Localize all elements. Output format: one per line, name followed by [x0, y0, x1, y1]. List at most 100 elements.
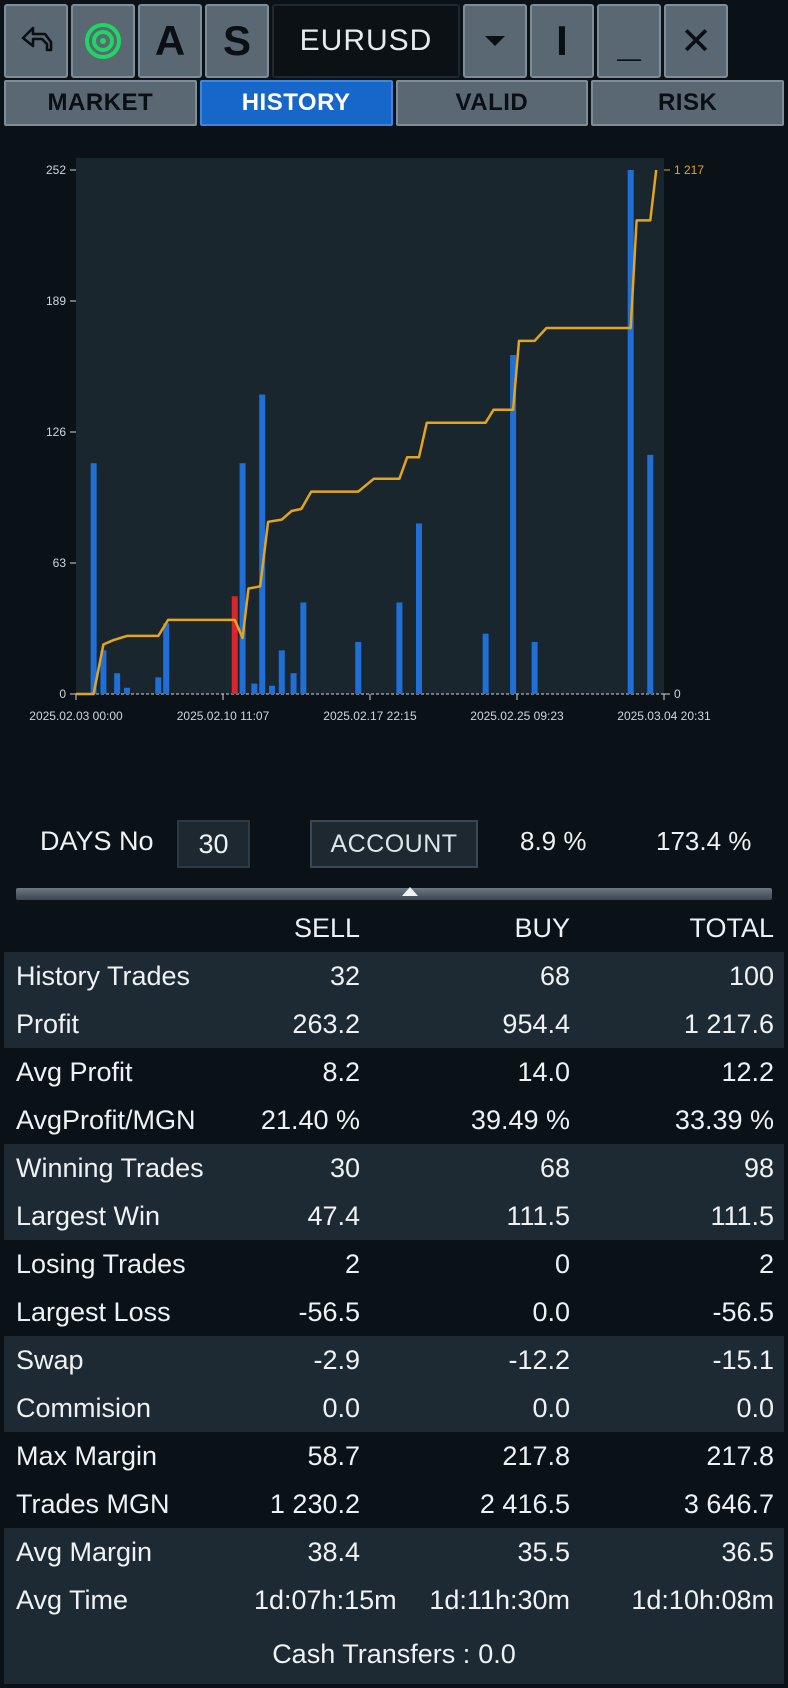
row-label: Largest Win: [16, 1200, 161, 1231]
back-arrow-icon: [21, 26, 53, 52]
row-sell: 1d:07h:15m: [254, 1584, 397, 1615]
plot-area: [76, 158, 664, 694]
a-button[interactable]: A: [138, 4, 202, 78]
row-label: Avg Margin: [16, 1536, 153, 1567]
row-sell: 21.40 %: [260, 1104, 360, 1135]
trade-bar: [531, 642, 538, 694]
row-total: -15.1: [712, 1344, 774, 1375]
percent-value-1: 8.9 %: [520, 826, 587, 856]
row-total: 100: [728, 960, 774, 991]
account-button[interactable]: ACCOUNT: [310, 820, 478, 868]
close-icon: ✕: [680, 20, 712, 63]
tab-history[interactable]: HISTORY: [199, 80, 393, 126]
trade-bar: [290, 673, 297, 694]
row-sell: 30: [329, 1152, 360, 1183]
table-row: Winning Trades 30 68 98: [4, 1144, 784, 1192]
table-row: Swap -2.9 -12.2 -15.1: [4, 1336, 784, 1384]
table-row: Commision 0.0 0.0 0.0: [4, 1384, 784, 1432]
table-row: Largest Loss -56.5 0.0 -56.5: [4, 1288, 784, 1336]
row-buy: 2 416.5: [479, 1488, 570, 1519]
table-row: Avg Profit 8.2 14.0 12.2: [4, 1048, 784, 1096]
row-label: Commision: [16, 1392, 152, 1423]
days-input[interactable]: 30: [177, 820, 250, 868]
tab-bar: MARKET HISTORY VALID RISK: [4, 80, 784, 126]
tab-risk[interactable]: RISK: [591, 80, 784, 126]
row-sell: 1 230.2: [269, 1488, 360, 1519]
header-buy: BUY: [514, 912, 570, 943]
minimize-button[interactable]: _: [597, 4, 661, 78]
row-sell: 32: [329, 960, 360, 991]
trade-bar: [239, 463, 246, 694]
tab-valid[interactable]: VALID: [395, 80, 589, 126]
row-total: 1d:10h:08m: [631, 1584, 774, 1615]
trade-bar: [90, 463, 97, 694]
row-total: 36.5: [721, 1536, 774, 1567]
dropdown-button[interactable]: [463, 4, 527, 78]
cash-transfers-label: Cash Transfers :: [272, 1638, 471, 1669]
trade-bar: [100, 650, 107, 694]
y-right-tick-label: 0: [674, 687, 681, 701]
row-buy: -12.2: [508, 1344, 570, 1375]
table-header: SELL BUY TOTAL: [4, 904, 784, 952]
info-button[interactable]: I: [530, 4, 594, 78]
trade-bar: [482, 633, 489, 694]
row-total: 2: [758, 1248, 774, 1279]
s-button[interactable]: S: [205, 4, 269, 78]
toolbar: A S EURUSD I _ ✕: [4, 4, 784, 78]
history-chart: 0 63 126 189 252 0 1 217 2025.02.03 00:00 2025.0…: [4, 128, 784, 788]
trade-bar: [627, 170, 634, 694]
table-row: Profit 263.2 954.4 1 217.6: [4, 1000, 784, 1048]
row-total: 3 646.7: [683, 1488, 774, 1519]
trade-bar: [251, 683, 258, 694]
splitter-handle[interactable]: [16, 887, 772, 900]
row-label: Profit: [16, 1008, 80, 1039]
row-label: Winning Trades: [16, 1152, 204, 1183]
row-label: Swap: [16, 1344, 84, 1375]
table-row: Avg Time 1d:07h:15m 1d:11h:30m 1d:10h:08m: [4, 1576, 784, 1624]
trade-bar: [259, 394, 266, 694]
x-tick-label: 2025.02.25 09:23: [470, 709, 564, 723]
row-label: Losing Trades: [16, 1248, 186, 1279]
row-total: 217.8: [706, 1440, 774, 1471]
stats-table: SELL BUY TOTAL History Trades 32 68 100 Prof…: [4, 904, 784, 1624]
row-buy: 39.49 %: [470, 1104, 570, 1135]
row-buy: 35.5: [517, 1536, 570, 1567]
y-tick-label: 0: [59, 687, 66, 701]
trade-bar: [114, 673, 121, 694]
row-total: 33.39 %: [674, 1104, 774, 1135]
row-sell: 0.0: [322, 1392, 360, 1423]
symbol-display[interactable]: EURUSD: [272, 4, 460, 78]
row-buy: 0: [554, 1248, 570, 1279]
x-tick-label: 2025.02.03 00:00: [29, 709, 123, 723]
chevron-down-icon: [485, 36, 505, 46]
target-icon: [85, 23, 121, 59]
row-sell: 8.2: [322, 1056, 360, 1087]
header-sell: SELL: [293, 912, 360, 943]
tab-market[interactable]: MARKET: [4, 80, 197, 126]
history-chart-svg: 0 63 126 189 252 0 1 217 2025.02.03 00:00 2025.0…: [29, 158, 711, 723]
row-sell: 263.2: [292, 1008, 360, 1039]
chart-controls: DAYS No 30 ACCOUNT 8.9 % 173.4 %: [0, 812, 788, 876]
table-row: Largest Win 47.4 111.5 111.5: [4, 1192, 784, 1240]
row-total: -56.5: [712, 1296, 774, 1327]
row-buy: 14.0: [517, 1056, 570, 1087]
row-total: 1 217.6: [683, 1008, 774, 1039]
row-label: Avg Profit: [16, 1056, 133, 1087]
x-tick-label: 2025.02.17 22:15: [323, 709, 417, 723]
row-total: 0.0: [736, 1392, 774, 1423]
close-button[interactable]: ✕: [664, 4, 728, 78]
row-sell: -56.5: [298, 1296, 360, 1327]
row-label: AvgProfit/MGN: [16, 1104, 196, 1135]
row-sell: 38.4: [307, 1536, 360, 1567]
row-sell: 2: [344, 1248, 360, 1279]
row-label: Largest Loss: [16, 1296, 171, 1327]
row-label: Max Margin: [16, 1440, 158, 1471]
header-total: TOTAL: [689, 912, 774, 943]
x-tick-label: 2025.03.04 20:31: [617, 709, 711, 723]
row-total: 111.5: [710, 1200, 774, 1231]
trade-bar: [396, 602, 403, 694]
back-button[interactable]: [4, 4, 68, 78]
percent-value-2: 173.4 %: [656, 826, 752, 856]
target-button[interactable]: [71, 4, 135, 78]
cash-transfers-value: 0.0: [478, 1638, 516, 1669]
